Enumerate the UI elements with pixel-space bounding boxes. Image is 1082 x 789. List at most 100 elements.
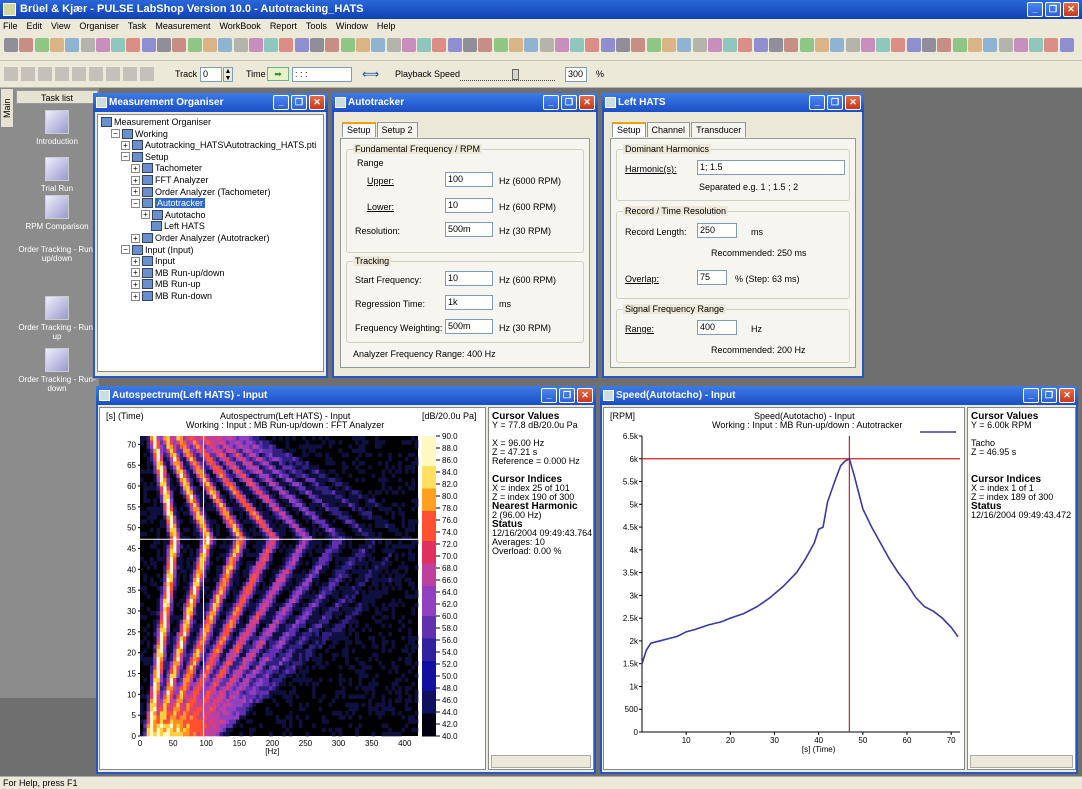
- left-hats-close-button[interactable]: ✕: [845, 95, 861, 110]
- toolbar-button-icon[interactable]: [585, 38, 600, 52]
- toolbar-button-icon[interactable]: [279, 38, 294, 52]
- tree-expander-icon[interactable]: +: [131, 268, 140, 278]
- playback-speed-input[interactable]: 300: [565, 67, 587, 82]
- toolbar-button-icon[interactable]: [340, 38, 355, 52]
- tree-item[interactable]: + MB Run-up/down: [131, 267, 225, 278]
- time-span-icon[interactable]: ⟺: [362, 67, 380, 81]
- toolbar-button-icon[interactable]: [202, 38, 217, 52]
- left-hats-restore-button[interactable]: ❐: [827, 95, 843, 110]
- start-frequency-input[interactable]: 10: [445, 271, 493, 286]
- menu-task[interactable]: Task: [127, 21, 147, 31]
- tree-expander-icon[interactable]: +: [131, 163, 140, 173]
- toolbar-button-icon[interactable]: [1029, 38, 1044, 52]
- toolbar-button-icon[interactable]: [1044, 38, 1059, 52]
- toolbar-button-icon[interactable]: [508, 38, 523, 52]
- playback-tool-icon[interactable]: [21, 67, 35, 81]
- toolbar-button-icon[interactable]: [34, 38, 49, 52]
- toolbar-button-icon[interactable]: [248, 38, 263, 52]
- toolbar-button-icon[interactable]: [417, 38, 432, 52]
- menu-report[interactable]: Report: [269, 21, 297, 31]
- overlap-input[interactable]: 75: [697, 270, 727, 285]
- toolbar-button-icon[interactable]: [661, 38, 676, 52]
- tree-item[interactable]: − Working: [111, 128, 168, 139]
- tree-expander-icon[interactable]: +: [131, 233, 140, 243]
- toolbar-button-icon[interactable]: [539, 38, 554, 52]
- toolbar-button-icon[interactable]: [65, 38, 80, 52]
- tab-setup[interactable]: Setup: [342, 122, 376, 137]
- menu-measurement[interactable]: Measurement: [155, 21, 211, 31]
- playback-tool-icon[interactable]: [4, 67, 18, 81]
- toolbar-button-icon[interactable]: [692, 38, 707, 52]
- regression-time-input[interactable]: 1k: [445, 295, 493, 310]
- tree-expander-icon[interactable]: +: [131, 187, 140, 197]
- menu-help[interactable]: Help: [376, 21, 396, 31]
- toolbar-button-icon[interactable]: [646, 38, 661, 52]
- lower-input[interactable]: 10: [445, 198, 493, 213]
- toolbar-button-icon[interactable]: [707, 38, 722, 52]
- tree-expander-icon[interactable]: +: [131, 175, 140, 185]
- toolbar-button-icon[interactable]: [769, 38, 783, 52]
- range-input[interactable]: 400: [697, 320, 737, 335]
- autotracker-restore-button[interactable]: ❐: [561, 95, 577, 110]
- toolbar-button-icon[interactable]: [401, 38, 416, 52]
- toolbar-button-icon[interactable]: [1059, 38, 1074, 52]
- speed-plot-area[interactable]: [RPM] Speed(Autotacho) - Input Working :…: [603, 407, 965, 770]
- tree-expander-icon[interactable]: −: [121, 245, 130, 255]
- toolbar-button-icon[interactable]: [860, 38, 875, 52]
- toolbar-button-icon[interactable]: [830, 38, 845, 52]
- tree-expander-icon[interactable]: −: [111, 129, 120, 139]
- toolbar-button-icon[interactable]: [294, 38, 309, 52]
- toolbar-button-icon[interactable]: [310, 38, 324, 52]
- left-hats-minimize-button[interactable]: _: [809, 95, 825, 110]
- tab-transducer[interactable]: Transducer: [691, 122, 747, 137]
- tree-expander-icon[interactable]: +: [131, 256, 140, 266]
- toolbar-button-icon[interactable]: [432, 38, 447, 52]
- toolbar-button-icon[interactable]: [447, 38, 462, 52]
- tree-item[interactable]: − Autotracker: [131, 198, 206, 209]
- autospectrum-heatmap[interactable]: 0 50 100 150 200 250 300 350 400[Hz]051015202530…: [100, 430, 485, 770]
- toolbar-button-icon[interactable]: [524, 38, 539, 52]
- autospectrum-plot-area[interactable]: [s] (Time) Autospectrum(Left HATS) - Inp…: [99, 407, 486, 770]
- toolbar-button-icon[interactable]: [478, 38, 493, 52]
- toolbar-button-icon[interactable]: [325, 38, 340, 52]
- autotracker-minimize-button[interactable]: _: [543, 95, 559, 110]
- sp-info-scrollbar[interactable]: [970, 755, 1073, 768]
- toolbar-button-icon[interactable]: [845, 38, 860, 52]
- toolbar-button-icon[interactable]: [19, 38, 34, 52]
- toolbar-button-icon[interactable]: [616, 38, 630, 52]
- playback-tool-icon[interactable]: [106, 67, 120, 81]
- tree-item[interactable]: − Input (Input): [121, 244, 194, 255]
- speed-line-chart[interactable]: 05001k1.5k2k2.5k3k3.5k4k4.5k5k5.5k6k6.5k…: [604, 430, 964, 770]
- tree-item[interactable]: − Setup: [121, 151, 169, 162]
- tree-item[interactable]: + MB Run-up: [131, 279, 201, 290]
- organiser-minimize-button[interactable]: _: [273, 95, 289, 110]
- track-spinner[interactable]: ▲ ▼: [223, 67, 233, 82]
- toolbar-button-icon[interactable]: [906, 38, 921, 52]
- toolbar-button-icon[interactable]: [80, 38, 95, 52]
- toolbar-button-icon[interactable]: [126, 38, 141, 52]
- menu-window[interactable]: Window: [335, 21, 368, 31]
- toolbar-button-icon[interactable]: [677, 38, 692, 52]
- organiser-restore-button[interactable]: ❐: [291, 95, 307, 110]
- menu-workbook[interactable]: WorkBook: [219, 21, 261, 31]
- track-input[interactable]: 0: [200, 67, 222, 82]
- toolbar-button-icon[interactable]: [723, 38, 738, 52]
- tree-item[interactable]: + FFT Analyzer: [131, 175, 208, 185]
- task-order-tracking-run-down[interactable]: Order Tracking - Run-down: [16, 348, 98, 393]
- toolbar-button-icon[interactable]: [493, 38, 508, 52]
- playback-tool-icon[interactable]: [89, 67, 103, 81]
- task-order-tracking-run-up-down[interactable]: Order Tracking - Run-up/down: [18, 245, 96, 263]
- tree-expander-icon[interactable]: −: [131, 198, 140, 208]
- toolbar-button-icon[interactable]: [952, 38, 967, 52]
- playback-tool-icon[interactable]: [123, 67, 137, 81]
- harmonics-input[interactable]: 1; 1.5: [697, 160, 845, 175]
- autospectrum-minimize-button[interactable]: _: [541, 388, 557, 403]
- tree-expander-icon[interactable]: +: [131, 291, 140, 301]
- tree-expander-icon[interactable]: −: [121, 152, 130, 162]
- autospectrum-restore-button[interactable]: ❐: [559, 388, 575, 403]
- tree-item[interactable]: + MB Run-down: [131, 291, 212, 301]
- tree-expander-icon[interactable]: +: [131, 279, 140, 289]
- toolbar-button-icon[interactable]: [891, 38, 906, 52]
- toolbar-button-icon[interactable]: [4, 38, 18, 52]
- toolbar-button-icon[interactable]: [233, 38, 248, 52]
